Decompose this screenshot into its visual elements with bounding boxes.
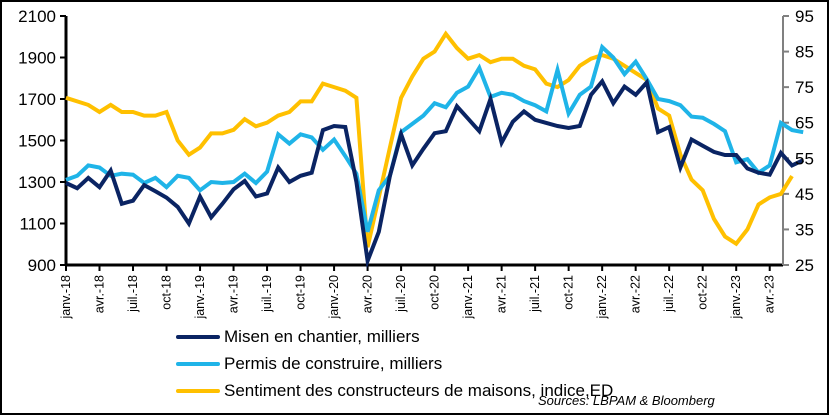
legend-label-permis: Permis de construire, milliers <box>224 353 443 373</box>
right-tick-label: 55 <box>795 149 814 168</box>
right-tick-label: 45 <box>795 185 814 204</box>
left-tick-label: 1900 <box>18 49 56 68</box>
x-tick-label: avr.-21 <box>495 275 509 313</box>
series-line-sentiment-constructeurs <box>65 30 794 248</box>
x-tick-label: juil.-19 <box>260 275 274 313</box>
x-tick-label: avr.-19 <box>227 275 241 313</box>
tick-labels: 900 1100 1300 1500 1700 1900 2100 25 35 45 55 65 75 8… <box>18 7 814 320</box>
source-note: Sources: LBPAM & Bloomberg <box>538 393 715 408</box>
x-tick-label: juil.-18 <box>126 275 140 313</box>
legend-item-mises-en-chantier: Misen en chantier, milliers <box>176 323 613 350</box>
x-tick-label: janv.-23 <box>729 275 743 320</box>
x-tick-label: janv.-21 <box>461 275 475 320</box>
right-tick-label: 95 <box>795 7 814 26</box>
x-tick-label: juil.-20 <box>394 275 408 313</box>
x-tick-label: oct-20 <box>428 275 442 310</box>
legend: Misen en chantier, milliers Permis de co… <box>176 323 613 404</box>
axes <box>60 15 789 271</box>
left-tick-label: 1700 <box>18 90 56 109</box>
legend-item-permis: Permis de construire, milliers <box>176 350 613 377</box>
x-tick-label: avr.-22 <box>629 275 643 313</box>
x-tick-label: juil.-22 <box>662 275 676 313</box>
x-tick-label: avr.-20 <box>361 275 375 313</box>
right-tick-label: 65 <box>795 114 814 133</box>
series-line-mises-en-chantier <box>65 77 805 269</box>
left-tick-label: 1500 <box>18 132 56 151</box>
x-tick-label: oct-19 <box>294 275 308 310</box>
x-tick-label: avr.-18 <box>93 275 107 313</box>
legend-label-mises-en-chantier: Misen en chantier, milliers <box>224 326 420 346</box>
x-tick-label: juil.-21 <box>528 275 542 313</box>
legend-swatch-sentiment <box>176 388 220 393</box>
legend-label-sentiment: Sentiment des constructeurs de maisons, … <box>224 380 614 400</box>
series-lines <box>65 30 805 269</box>
x-tick-label: janv.-19 <box>193 275 207 320</box>
x-tick-label: oct-18 <box>160 275 174 310</box>
right-tick-label: 85 <box>795 43 814 62</box>
left-tick-label: 1100 <box>19 215 56 234</box>
left-tick-label: 900 <box>28 256 56 275</box>
right-tick-label: 25 <box>795 256 814 275</box>
x-tick-label: oct-21 <box>562 275 576 310</box>
legend-item-sentiment: Sentiment des constructeurs de maisons, … <box>176 377 613 404</box>
left-tick-label: 2100 <box>18 7 56 26</box>
left-tick-label: 1300 <box>18 173 56 192</box>
x-tick-label: janv.-22 <box>595 275 609 320</box>
x-tick-label: janv.-20 <box>327 275 341 320</box>
x-tick-label: oct-22 <box>696 275 710 310</box>
x-tick-label: avr.-23 <box>763 275 777 313</box>
series-line-permis-de-construire <box>65 43 804 233</box>
right-tick-label: 75 <box>795 78 814 97</box>
legend-swatch-mises-en-chantier <box>176 334 220 339</box>
x-tick-label: janv.-18 <box>59 275 73 320</box>
legend-swatch-permis <box>176 361 220 366</box>
right-tick-label: 35 <box>795 220 814 239</box>
